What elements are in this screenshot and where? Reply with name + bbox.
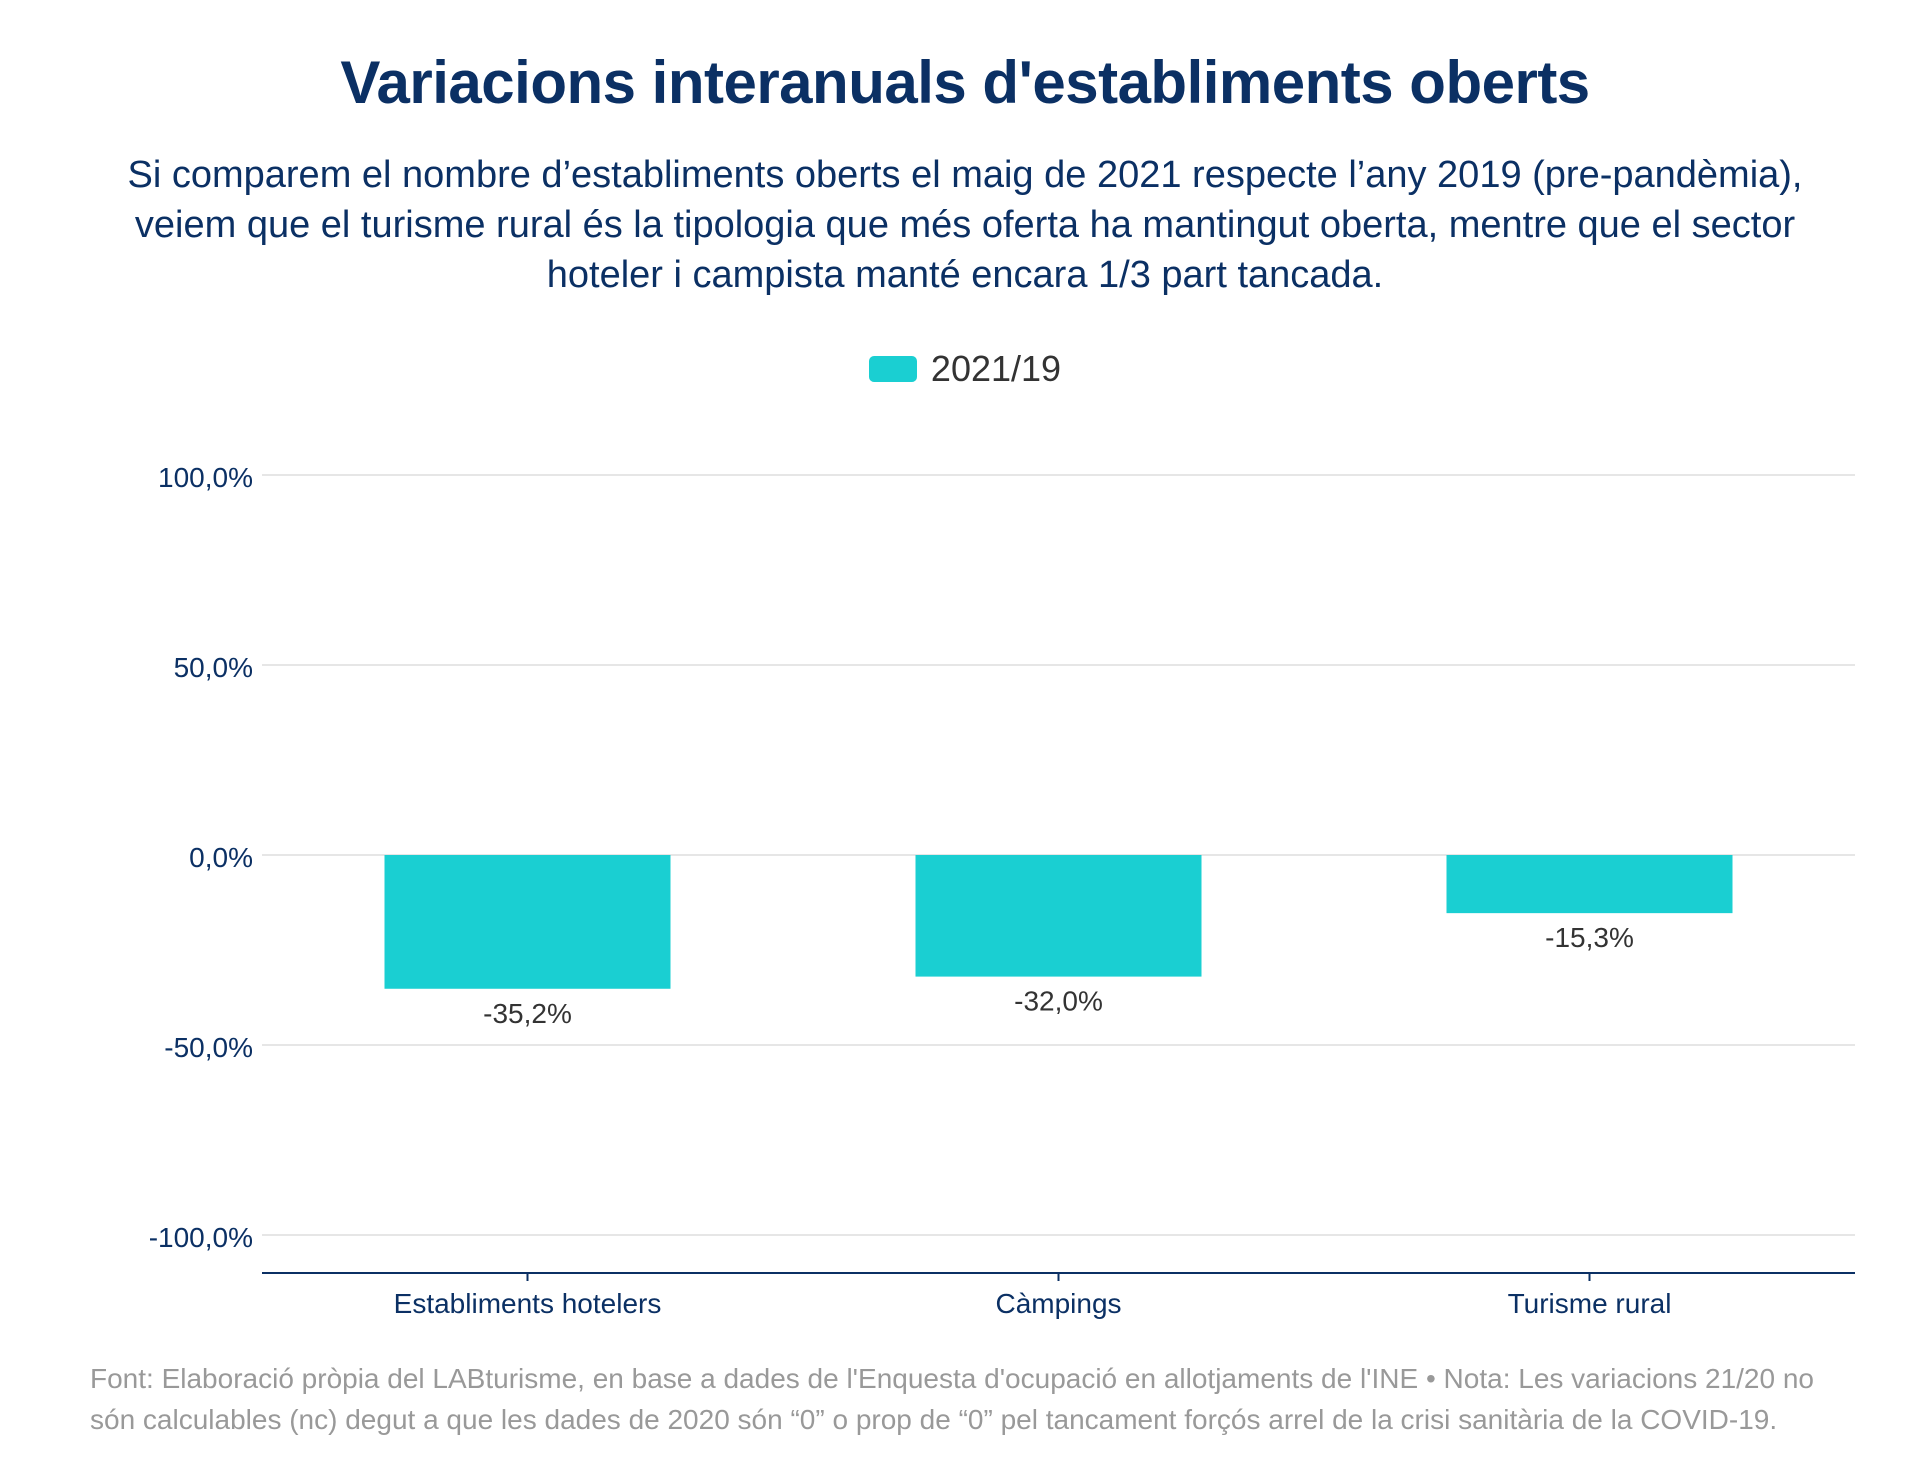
x-tick-label: Establiments hotelers [394, 1288, 662, 1319]
data-label: -15,3% [1545, 922, 1634, 953]
y-tick-label: -50,0% [164, 1032, 253, 1063]
y-tick-label: 100,0% [158, 462, 253, 493]
bar [915, 855, 1202, 977]
legend-swatch [868, 356, 917, 382]
y-axis-ticks: 100,0% 50,0% 0,0% -50,0% -100,0% [149, 462, 253, 1253]
bars [384, 855, 1733, 989]
source-note: Font: Elaboració pròpia del LABturisme, … [90, 1363, 1814, 1435]
x-tick-label: Càmpings [995, 1288, 1121, 1319]
chart-title: Variacions interanuals d'establiments ob… [340, 49, 1590, 116]
data-labels: -35,2% -32,0% -15,3% [483, 922, 1634, 1029]
bar [1446, 855, 1733, 914]
y-tick-label: 50,0% [174, 652, 253, 683]
x-axis: Establiments hotelers Càmpings Turisme rur… [262, 1272, 1855, 1319]
bar [384, 855, 671, 989]
legend: 2021/19 [0, 348, 1930, 390]
y-tick-label: 0,0% [189, 842, 253, 873]
legend-label: 2021/19 [930, 348, 1062, 389]
y-tick-label: -100,0% [149, 1222, 253, 1253]
data-label: -35,2% [483, 998, 572, 1029]
chart-subtitle: Si comparem el nombre d’establiments obe… [127, 154, 1803, 296]
data-label: -32,0% [1014, 986, 1103, 1017]
x-tick-label: Turisme rural [1508, 1288, 1672, 1319]
